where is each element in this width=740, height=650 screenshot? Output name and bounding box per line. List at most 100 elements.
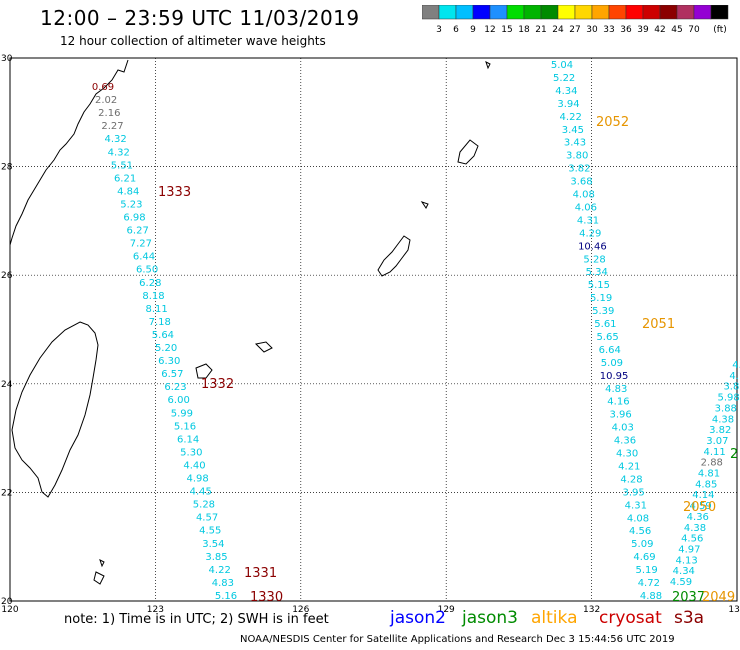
lon-tick-label: 120 — [1, 605, 18, 615]
color-scale-tick: 3 — [436, 25, 442, 35]
wave-height-label: 4.59 — [670, 577, 692, 588]
wave-height-label: 4.81 — [698, 469, 720, 480]
wave-height-label: 2.02 — [95, 95, 117, 106]
pass-number-label: 1332 — [201, 377, 234, 392]
wave-height-label: 4.56 — [629, 526, 651, 537]
wave-height-label: 4.85 — [695, 479, 717, 490]
lon-tick-label: 129 — [438, 605, 455, 615]
wave-height-label: 5.64 — [152, 330, 174, 341]
wave-height-label: 6.57 — [161, 369, 183, 380]
lat-tick-label: 28 — [1, 163, 13, 173]
wave-height-label: 4.59 — [689, 501, 711, 512]
wave-height-label: 5.34 — [586, 267, 608, 278]
wave-height-label: 4.08 — [627, 513, 649, 524]
wave-height-label: 4. — [732, 360, 740, 371]
color-scale-tick: 42 — [654, 25, 665, 35]
color-scale-tick: 24 — [552, 25, 564, 35]
wave-height-label: 7.27 — [130, 239, 152, 250]
footer-credit: NOAA/NESDIS Center for Satellite Applica… — [240, 634, 675, 645]
wave-height-label: 5.04 — [551, 60, 573, 71]
wave-height-label: 3.95 — [623, 487, 645, 498]
wave-height-label: 4.03 — [612, 423, 634, 434]
wave-height-label: 4.97 — [678, 544, 700, 555]
wave-height-label: 4.08 — [573, 190, 595, 201]
pass-number-label: 1331 — [244, 566, 277, 581]
wave-height-label: 4.13 — [675, 555, 697, 566]
wave-height-label: 6.50 — [136, 265, 158, 276]
wave-height-label: 4.98 — [186, 474, 208, 485]
wave-height-label: 5.61 — [594, 319, 616, 330]
color-scale-tick: 27 — [569, 25, 580, 35]
pass-number-label: 2052 — [596, 115, 629, 130]
wave-height-label: 4.34 — [555, 86, 577, 97]
color-scale-tick: 9 — [470, 25, 476, 35]
wave-height-label: 5.65 — [596, 332, 618, 343]
color-scale-tick: 18 — [518, 25, 530, 35]
wave-height-label: 6.27 — [127, 226, 149, 237]
wave-height-label: 4.88 — [640, 591, 662, 602]
wave-height-label: 6.98 — [123, 213, 145, 224]
wave-height-label: 6.14 — [177, 434, 199, 445]
wave-height-label: 3.45 — [562, 125, 584, 136]
wave-height-label: 3.88 — [715, 403, 737, 414]
wave-height-label: 4.31 — [625, 500, 647, 511]
island — [457, 139, 479, 165]
color-scale-tick: 15 — [501, 25, 512, 35]
island — [99, 559, 105, 568]
wave-height-label: 5.19 — [636, 565, 658, 576]
wave-height-label: 6.30 — [158, 356, 180, 367]
wave-height-label: 4.16 — [607, 397, 629, 408]
wave-height-label: 4.31 — [577, 215, 599, 226]
coastline — [9, 59, 491, 585]
wave-height-label: 5.28 — [193, 500, 215, 511]
island — [420, 201, 429, 209]
wave-height-label: 4.69 — [633, 552, 655, 563]
wave-height-label: 3.68 — [570, 177, 592, 188]
wave-height-label: 4.56 — [681, 534, 703, 545]
wave-height-label: 5.98 — [717, 393, 739, 404]
color-scale-tick: 39 — [637, 25, 649, 35]
wave-height-label: 3.54 — [202, 539, 224, 550]
pass-number-label: 2 — [730, 447, 738, 462]
wave-height-label: 8.11 — [145, 304, 167, 315]
wave-height-label: 3.82 — [568, 164, 590, 175]
satellite-legend-jason3: jason3 — [462, 608, 518, 628]
pass-number-label: 1333 — [158, 185, 191, 200]
wave-height-label: 2.27 — [101, 121, 123, 132]
color-scale-tick: 6 — [453, 25, 459, 35]
okinawa-island — [377, 235, 411, 277]
wave-height-label: 3.07 — [706, 436, 728, 447]
wave-height-label: 4.34 — [673, 566, 695, 577]
color-swatch — [710, 5, 729, 20]
lat-tick-label: 24 — [1, 380, 13, 390]
wave-height-label: 6.44 — [133, 252, 155, 263]
wave-height-label: 4.72 — [638, 578, 660, 589]
wave-height-label: 4.57 — [196, 513, 218, 524]
wave-height-label: 5.16 — [215, 591, 237, 602]
color-scale-unit: (ft) — [713, 25, 727, 35]
island — [254, 341, 273, 353]
wave-height-label: 5.09 — [631, 539, 653, 550]
wave-height-label: 4.55 — [199, 526, 221, 537]
lon-tick-label: 132 — [583, 605, 600, 615]
wave-height-label: 4.32 — [108, 147, 130, 158]
wave-height-label: 3.80 — [566, 151, 588, 162]
wave-height-label: 6.00 — [168, 395, 190, 406]
wave-height-label: 5.16 — [174, 421, 196, 432]
wave-height-label: 5.22 — [553, 73, 575, 84]
wave-height-label: 4.36 — [614, 436, 636, 447]
wave-height-label: 6.21 — [114, 173, 136, 184]
color-scale-tick: 33 — [603, 25, 614, 35]
wave-height-label: 3.82 — [709, 425, 731, 436]
island — [485, 61, 491, 70]
color-scale-tick: 30 — [586, 25, 598, 35]
lat-tick-label: 30 — [1, 54, 13, 64]
wave-height-label: 4.06 — [575, 202, 597, 213]
wave-height-label: 7.18 — [149, 317, 171, 328]
pass-number-label: 1330 — [250, 590, 283, 605]
wave-height-label: 0.69 — [92, 82, 114, 93]
lat-tick-label: 26 — [1, 271, 13, 281]
wave-height-label: 5.23 — [120, 199, 142, 210]
wave-height-label: 5.15 — [588, 280, 610, 291]
